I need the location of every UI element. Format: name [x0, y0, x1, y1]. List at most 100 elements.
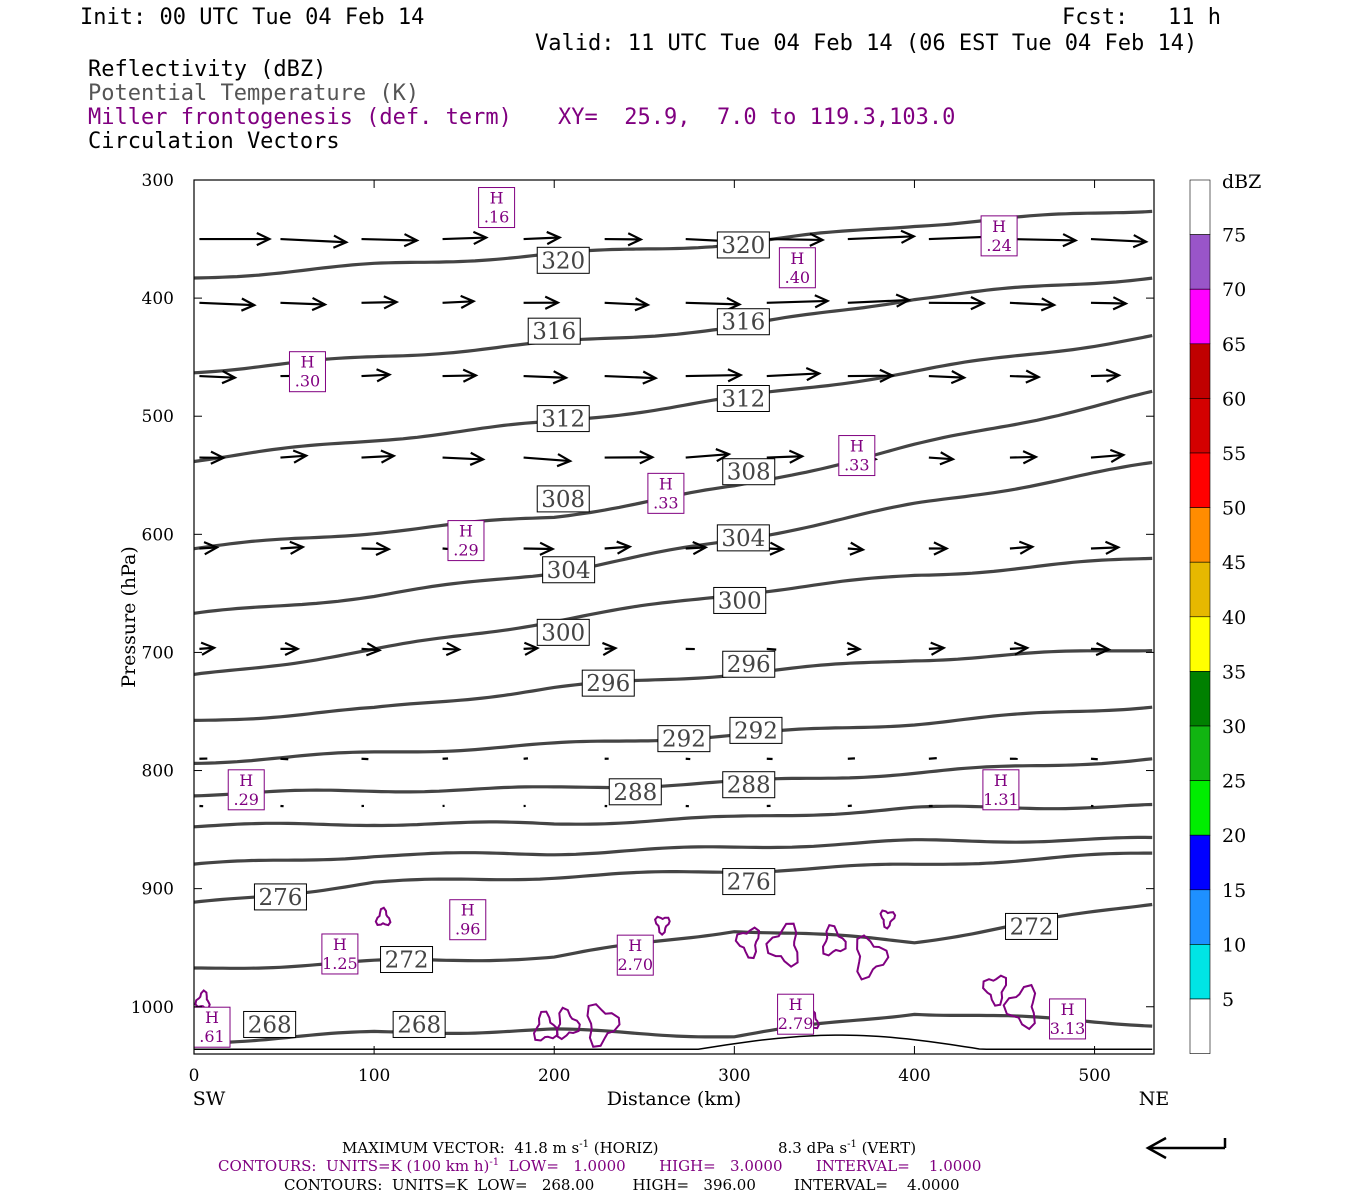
circulation-vector	[361, 295, 400, 310]
theta-contour-304	[193, 460, 1153, 615]
colorbar-segment	[1189, 288, 1211, 345]
theta-contour-label: 276	[722, 868, 776, 896]
colorbar-label: 75	[1222, 225, 1246, 247]
colorbar-segment	[1189, 725, 1211, 781]
circulation-vector	[1090, 368, 1122, 383]
svg-text:288: 288	[613, 780, 657, 806]
svg-text:H: H	[790, 249, 804, 268]
max-vector-horiz: (HORIZ)	[588, 1139, 659, 1157]
theta-contour-label: 312	[536, 405, 590, 433]
svg-text:316: 316	[532, 319, 576, 345]
x-tick-label: 0	[189, 1066, 200, 1086]
frontogenesis-max-label: H.29	[227, 769, 265, 811]
circulation-vector	[928, 641, 947, 656]
circulation-vector	[928, 541, 950, 556]
svg-text:312: 312	[541, 407, 585, 433]
theta-contour-label: 320	[536, 246, 590, 274]
frontogenesis-contour	[194, 989, 211, 1010]
circulation-vector	[199, 231, 272, 247]
y-tick-label: 1000	[131, 998, 174, 1018]
colorbar-label: 20	[1222, 825, 1246, 847]
colorbar: dBZ 75 70 65 60 55 50 45 40 35 30 25 20 15 10 5	[1189, 171, 1261, 1054]
svg-text:H: H	[992, 217, 1006, 236]
contours-theta-line: CONTOURS: UNITS=K LOW= 268.00 HIGH= 396.…	[284, 1176, 960, 1194]
frontogenesis-max-label: H2.79	[777, 993, 815, 1035]
svg-text:272: 272	[1010, 914, 1054, 940]
circulation-vector	[766, 647, 777, 651]
svg-text:H: H	[628, 936, 642, 955]
theta-contour-308	[193, 389, 1153, 551]
frontogenesis-contour	[879, 909, 897, 930]
frontogenesis-max-label: H.16	[478, 187, 516, 229]
circulation-vector	[523, 370, 569, 385]
circulation-vector	[199, 450, 227, 465]
y-tick-label: 600	[142, 525, 174, 545]
cross-section-xy: XY= 25.9, 7.0 to 119.3,103.0	[558, 105, 956, 130]
theta-contour-label: 304	[716, 524, 770, 552]
colorbar-label: 70	[1222, 279, 1246, 301]
y-tick-label: 500	[142, 407, 174, 427]
valid-time: Valid: 11 UTC Tue 04 Feb 14 (06 EST Tue …	[535, 31, 1198, 56]
circulation-vector	[604, 450, 655, 465]
circulation-vector	[199, 641, 217, 656]
svg-text:H: H	[490, 189, 504, 208]
frontogenesis-max-label: H.96	[449, 899, 487, 941]
circulation-vector	[199, 370, 238, 385]
circulation-vector	[442, 294, 477, 309]
y-tick-label: 800	[142, 762, 174, 782]
circulation-vector	[361, 642, 382, 657]
theta-contour-label: 300	[536, 618, 590, 646]
circulation-vector	[1009, 369, 1042, 384]
frontogenesis-max-label: H.33	[647, 472, 685, 514]
theta-contour-label: 320	[716, 231, 770, 259]
x-axis-title: Distance (km)	[607, 1088, 742, 1110]
circulation-vector	[847, 541, 866, 556]
theta-contour-268	[194, 1012, 1153, 1045]
colorbar-label: 35	[1222, 661, 1246, 683]
svg-text:320: 320	[721, 233, 765, 259]
vert-vector-unit-sup: -1	[847, 1139, 857, 1150]
circulation-vector	[604, 370, 659, 385]
theta-contour-label: 288	[608, 778, 662, 806]
circulation-vector	[928, 757, 937, 760]
svg-text:296: 296	[586, 671, 630, 697]
frontogenesis-contour	[653, 915, 671, 936]
frontogenesis-max-label: H.24	[980, 215, 1018, 257]
field-frontogenesis: Miller frontogenesis (def. term)	[88, 105, 512, 130]
circulation-vector	[280, 449, 309, 464]
colorbar-label: 25	[1222, 771, 1246, 793]
colorbar-segment	[1189, 671, 1211, 727]
y-tick-label: 900	[142, 880, 174, 900]
circulation-vector	[766, 232, 826, 247]
circulation-vector	[361, 449, 397, 464]
y-tick-label: 700	[142, 643, 174, 663]
x-tick-label: 200	[538, 1066, 570, 1086]
colorbar-segment	[1189, 889, 1211, 945]
svg-text:312: 312	[721, 387, 765, 413]
frontogenesis-contour	[821, 924, 847, 957]
frontogenesis-contour	[765, 922, 799, 968]
theta-contour-label: 268	[243, 1010, 297, 1038]
frontogenesis-max-label: H.30	[288, 351, 326, 393]
colorbar-segment	[1189, 452, 1211, 508]
x-tick-label: 300	[718, 1066, 750, 1086]
x-tick-label: 400	[898, 1066, 930, 1086]
max-vector-unit-sup: -1	[579, 1139, 589, 1150]
theta-contour-label: 296	[722, 650, 776, 678]
circulation-vector	[523, 230, 563, 246]
frontogenesis-max-label: H3.13	[1049, 998, 1087, 1040]
theta-contour-label: 292	[657, 725, 711, 753]
frontogenesis-contour	[1002, 983, 1037, 1031]
colorbar-label: 30	[1222, 716, 1246, 738]
svg-text:.29: .29	[453, 541, 478, 560]
colorbar-segment	[1189, 398, 1211, 454]
circulation-vector	[685, 448, 732, 463]
circulation-vector	[442, 368, 479, 383]
circulation-vector	[523, 453, 573, 468]
circulation-vector	[1090, 234, 1149, 249]
svg-text:308: 308	[727, 460, 771, 486]
y-axis-title: Pressure (hPa)	[118, 546, 140, 688]
frontogenesis-contour	[856, 934, 890, 981]
svg-text:H: H	[205, 1008, 219, 1027]
circulation-vector	[846, 641, 863, 656]
